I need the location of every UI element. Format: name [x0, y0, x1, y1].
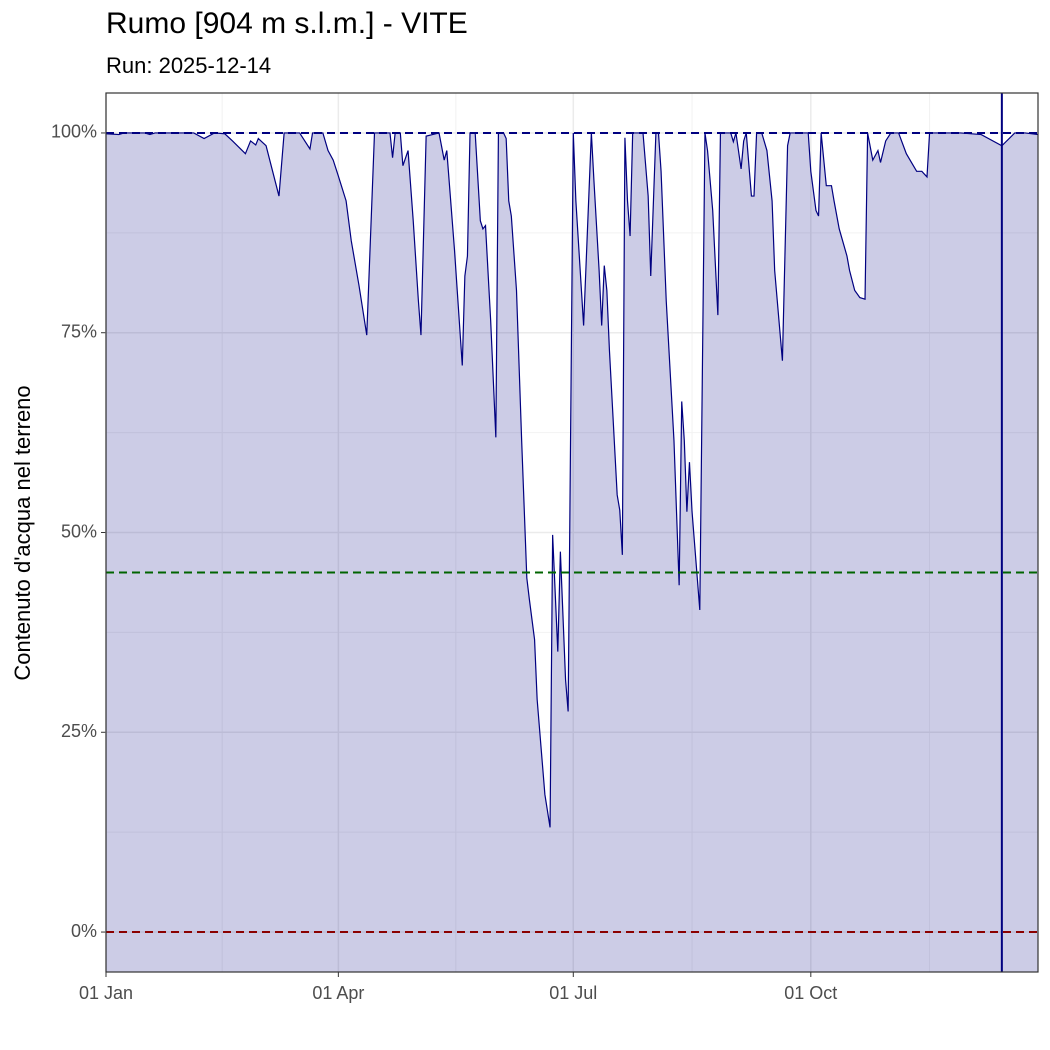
x-tick-label: 01 Oct [784, 983, 837, 1003]
line [105, 132, 1039, 828]
x-tick-label: 01 Jul [549, 983, 597, 1003]
y-tick-label: 75% [61, 321, 97, 341]
area [106, 132, 1038, 973]
y-tick-label: 50% [61, 521, 97, 541]
x-tick-label: 01 Apr [312, 983, 364, 1003]
y-tick-label: 25% [61, 721, 97, 741]
x-tick-label: 01 Jan [79, 983, 133, 1003]
y-axis-label: Contenuto d'acqua nel terreno [10, 385, 35, 680]
panel-border [105, 92, 1039, 973]
y-tick-label: 100% [51, 122, 97, 142]
chart-subtitle: Run: 2025-12-14 [106, 53, 271, 78]
chart-title: Rumo [904 m s.l.m.] - VITE [106, 7, 468, 40]
y-tick-label: 0% [71, 921, 97, 941]
